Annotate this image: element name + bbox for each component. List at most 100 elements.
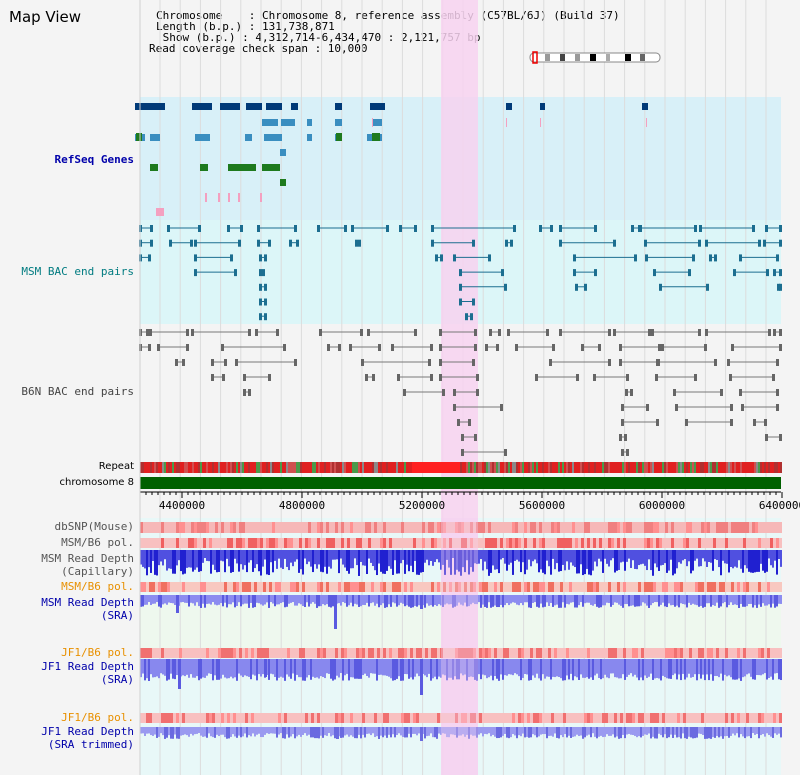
depth-bar-msm-sra [276, 595, 278, 605]
dbsnp-strip [329, 522, 332, 533]
depth-bar-msm-sra [210, 595, 212, 605]
dbsnp-strip [548, 522, 551, 533]
depth-bar-msm-sra [554, 595, 556, 606]
bac-end [658, 344, 661, 351]
depth-bar-jf1-trimmed [764, 727, 766, 737]
pol-strip [668, 538, 671, 548]
repeat-element [412, 462, 460, 473]
pol-strip [278, 713, 281, 723]
track-label-msm-b6-pol-2[interactable]: MSM/B6 pol. [61, 580, 134, 593]
dbsnp-strip [527, 522, 530, 533]
depth-bar-jf1-sra [358, 659, 360, 679]
track-label-jf1-depth-trimmed[interactable]: JF1 Read Depth (SRA trimmed) [41, 725, 134, 751]
depth-bar-jf1-trimmed [664, 727, 666, 735]
pol-strip [773, 713, 776, 723]
bac-end [221, 344, 224, 351]
depth-bar-jf1-trimmed [220, 727, 222, 735]
depth-bar-capillary [408, 550, 410, 572]
track-label-jf1-b6-pol-2[interactable]: JF1/B6 pol. [61, 711, 134, 724]
depth-bar-capillary [422, 550, 424, 572]
pol-strip [488, 582, 491, 592]
depth-bar-msm-sra [184, 595, 186, 603]
track-label-b6n-bac[interactable]: B6N BAC end pairs [21, 385, 134, 398]
depth-bar-jf1-sra [388, 659, 390, 677]
pol-strip [524, 538, 527, 548]
depth-bar-jf1-trimmed [156, 727, 158, 738]
repeat-element [658, 462, 660, 473]
dbsnp-strip [212, 522, 215, 533]
repeat-element [270, 462, 272, 473]
depth-bar-capillary [220, 550, 222, 561]
depth-bar-capillary [212, 550, 214, 565]
depth-bar-msm-sra [316, 595, 318, 608]
depth-bar-msm-sra [692, 595, 694, 604]
depth-bar-msm-sra [750, 595, 752, 604]
repeat-element [368, 462, 370, 473]
pol-strip [296, 648, 299, 658]
depth-bar-capillary [646, 550, 648, 571]
track-label-dbsnp[interactable]: dbSNP(Mouse) [54, 520, 134, 533]
track-label-refseq-genes[interactable]: RefSeq Genes [54, 153, 134, 166]
dbsnp-strip [425, 522, 428, 533]
pol-strip [416, 582, 419, 592]
bac-end [439, 374, 442, 381]
depth-bar-msm-sra [488, 595, 490, 603]
depth-bar-capillary [774, 550, 776, 561]
repeat-element [378, 462, 380, 473]
track-label-jf1-depth-sra[interactable]: JF1 Read Depth (SRA) [41, 660, 134, 686]
pol-strip [653, 538, 656, 548]
depth-bar-jf1-trimmed [206, 727, 208, 738]
pol-strip [665, 538, 668, 548]
depth-bar-msm-sra [320, 595, 322, 607]
track-label-msm-depth-sra[interactable]: MSM Read Depth (SRA) [41, 596, 134, 622]
dbsnp-strip [239, 522, 242, 533]
pol-strip [650, 582, 653, 592]
pol-strip [704, 713, 707, 723]
depth-bar-msm-sra [456, 595, 458, 606]
track-label-jf1-b6-pol-1[interactable]: JF1/B6 pol. [61, 646, 134, 659]
bac-end [453, 404, 456, 411]
depth-bar-msm-sra [766, 595, 768, 606]
pol-strip [617, 538, 620, 548]
pol-strip [722, 713, 725, 723]
repeat-element [340, 462, 342, 473]
dbsnp-strip [491, 522, 494, 533]
dbsnp-strip [314, 522, 317, 533]
depth-bar-jf1-trimmed [436, 727, 438, 739]
depth-bar-jf1-trimmed [772, 727, 774, 738]
repeat-element [476, 462, 478, 473]
bac-end [227, 225, 230, 232]
pol-strip [443, 538, 446, 548]
depth-bar-jf1-sra [712, 659, 714, 681]
pol-strip [257, 538, 260, 548]
depth-bar-msm-sra [670, 595, 672, 606]
track-label-msm-bac[interactable]: MSM BAC end pairs [21, 265, 134, 278]
bac-end [631, 225, 634, 232]
bac-end [468, 419, 471, 426]
depth-bar-msm-sra [722, 595, 724, 604]
pol-strip [671, 538, 674, 548]
pol-strip [608, 648, 611, 658]
ideogram-band [640, 54, 645, 61]
depth-bar-jf1-trimmed [486, 727, 488, 735]
depth-bar-msm-sra [264, 595, 266, 605]
pol-strip [713, 713, 716, 723]
depth-bar-msm-sra [568, 595, 570, 605]
repeat-element [224, 462, 226, 473]
track-label-msm-depth-capillary[interactable]: MSM Read Depth (Capillary) [41, 552, 134, 578]
pol-strip [413, 582, 416, 592]
track-label-msm-b6-pol-1[interactable]: MSM/B6 pol. [61, 536, 134, 549]
pol-strip [296, 582, 299, 592]
pol-strip [590, 713, 593, 723]
bac-end [276, 329, 279, 336]
depth-bar-jf1-sra [604, 659, 606, 675]
pol-strip [575, 713, 578, 723]
repeat-element [480, 462, 482, 473]
depth-bar-msm-sra [486, 595, 488, 608]
chromosome-info: Chromosome : Chromosome 8, reference ass… [149, 10, 620, 54]
depth-bar-jf1-sra [322, 659, 324, 677]
pol-strip [467, 582, 470, 592]
depth-bar-jf1-trimmed [344, 727, 346, 736]
depth-bar-msm-sra [290, 595, 292, 603]
